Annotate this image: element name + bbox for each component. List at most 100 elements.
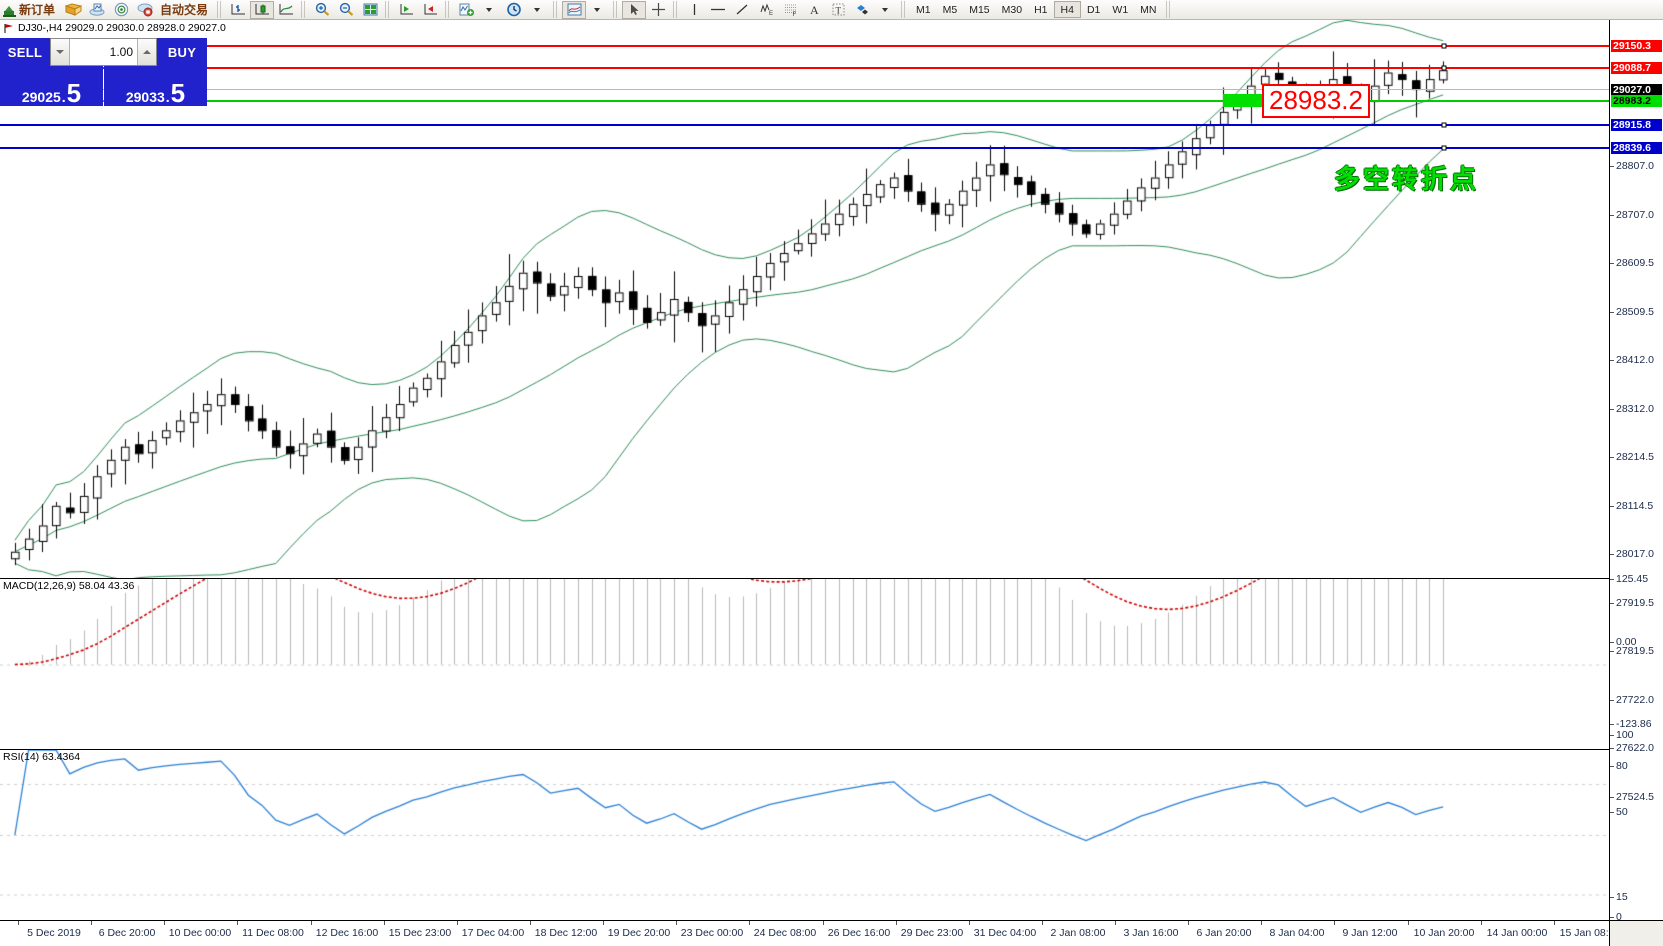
time-axis-label: 10 Dec 00:00 bbox=[168, 927, 232, 939]
timeframe-w1[interactable]: W1 bbox=[1112, 3, 1129, 16]
chart-area[interactable]: DJ30-,H4 29029.0 29030.0 28928.0 29027.0… bbox=[0, 20, 1663, 946]
templates-button[interactable] bbox=[562, 0, 587, 19]
rsi-canvas[interactable] bbox=[0, 750, 1609, 920]
auto-scroll-button[interactable] bbox=[418, 1, 442, 19]
sell-button[interactable]: SELL bbox=[0, 38, 50, 66]
market-watch-icon bbox=[89, 3, 105, 16]
timeframe-h1[interactable]: H1 bbox=[1034, 3, 1048, 16]
sell-price[interactable]: 29025 . 5 bbox=[0, 66, 103, 106]
level-line-29150[interactable] bbox=[0, 45, 1609, 47]
level-anchor[interactable] bbox=[1441, 65, 1447, 71]
volume-increase-button[interactable] bbox=[137, 39, 156, 65]
time-axis-tick bbox=[749, 921, 750, 925]
price-axis[interactable]: 28807.0 28707.0 28609.5 28509.5 28412.0 28312… bbox=[1609, 20, 1663, 923]
annotation-price-box[interactable]: 28983.2 bbox=[1262, 84, 1370, 118]
text-label-button[interactable]: T bbox=[826, 1, 850, 19]
buy-button[interactable]: BUY bbox=[157, 38, 207, 66]
rsi-pane[interactable]: RSI(14) 63.4364 bbox=[0, 749, 1609, 920]
shift-end-button[interactable] bbox=[394, 1, 418, 19]
shapes-dropdown[interactable] bbox=[874, 1, 898, 19]
auto-trading-button[interactable]: 自动交易 bbox=[157, 0, 214, 19]
toolbar-separator bbox=[553, 1, 560, 18]
crosshair-button[interactable] bbox=[646, 1, 670, 19]
timeframe-m15[interactable]: M15 bbox=[969, 3, 990, 16]
volume-decrease-button[interactable] bbox=[51, 39, 70, 65]
indicators-icon bbox=[459, 3, 474, 16]
zoom-in-button[interactable] bbox=[310, 1, 334, 19]
time-axis[interactable]: 5 Dec 2019 6 Dec 20:00 10 Dec 00:00 11 Dec … bbox=[0, 920, 1620, 946]
zoom-out-icon bbox=[339, 2, 353, 16]
indicators-dropdown[interactable] bbox=[478, 1, 502, 19]
one-click-trading-panel[interactable]: SELL 1.00 BUY 29025 . 5 29033 . 5 bbox=[0, 38, 207, 106]
timeframe-m1[interactable]: M1 bbox=[916, 3, 931, 16]
zoom-in-icon bbox=[315, 2, 329, 16]
time-axis-tick bbox=[311, 921, 312, 925]
macd-pane[interactable]: MACD(12,26,9) 58.04 43.36 bbox=[0, 578, 1609, 749]
profile-button[interactable] bbox=[61, 1, 85, 19]
price-chip-level-red[interactable]: 29150.3 bbox=[1611, 40, 1662, 52]
horizontal-line-button[interactable] bbox=[706, 1, 730, 19]
trendline-button[interactable] bbox=[730, 1, 754, 19]
level-anchor[interactable] bbox=[1441, 145, 1447, 151]
shift-end-icon bbox=[400, 4, 413, 15]
time-axis-label: 15 Jan 08:00 bbox=[1559, 927, 1621, 939]
vertical-line-button[interactable] bbox=[682, 1, 706, 19]
zoom-out-button[interactable] bbox=[334, 1, 358, 19]
level-line-28839[interactable] bbox=[0, 147, 1609, 149]
toolbar-separator bbox=[217, 1, 224, 18]
buy-price[interactable]: 29033 . 5 bbox=[104, 66, 207, 106]
shapes-button[interactable] bbox=[850, 1, 874, 19]
time-axis-tick bbox=[1261, 921, 1262, 925]
period-dropdown[interactable] bbox=[526, 1, 550, 19]
price-chip-level-blue[interactable]: 28839.6 bbox=[1611, 142, 1662, 154]
bar-chart-button[interactable] bbox=[226, 1, 250, 19]
market-watch-button[interactable] bbox=[85, 1, 109, 19]
price-axis-label: 28707.0 bbox=[1616, 209, 1654, 221]
fibonacci-button[interactable]: F bbox=[778, 1, 802, 19]
bar-chart-icon bbox=[231, 4, 245, 15]
volume-input[interactable]: 1.00 bbox=[109, 45, 133, 59]
templates-dropdown[interactable] bbox=[586, 1, 610, 19]
annotation-note[interactable]: 多空转折点 bbox=[1334, 165, 1480, 195]
time-axis-tick bbox=[91, 921, 92, 925]
price-axis-label: 28412.0 bbox=[1616, 354, 1654, 366]
data-window-button[interactable] bbox=[109, 1, 133, 19]
macd-canvas[interactable] bbox=[0, 579, 1609, 749]
time-axis-label: 31 Dec 04:00 bbox=[973, 927, 1037, 939]
level-line-28915[interactable] bbox=[0, 124, 1609, 126]
level-line-28983[interactable] bbox=[0, 100, 1609, 102]
candle-chart-button[interactable] bbox=[250, 0, 275, 19]
price-pane[interactable]: DJ30-,H4 29029.0 29030.0 28928.0 29027.0… bbox=[0, 20, 1609, 578]
indicators-button[interactable] bbox=[454, 1, 478, 19]
timeframe-mn[interactable]: MN bbox=[1140, 3, 1157, 16]
level-anchor[interactable] bbox=[1441, 122, 1447, 128]
level-line-29088[interactable] bbox=[0, 67, 1609, 69]
timeframe-d1[interactable]: D1 bbox=[1086, 3, 1101, 16]
decimal-separator: . bbox=[165, 89, 170, 105]
timeframe-m30[interactable]: M30 bbox=[1001, 3, 1023, 16]
text-button[interactable]: A bbox=[802, 1, 826, 19]
price-chip-level-red[interactable]: 29088.7 bbox=[1611, 62, 1662, 74]
navigator-button[interactable] bbox=[133, 1, 157, 19]
price-axis-label: 28807.0 bbox=[1616, 160, 1654, 172]
price-chip-level-green[interactable]: 28983.2 bbox=[1611, 95, 1662, 107]
time-axis-tick bbox=[969, 921, 970, 925]
volume-stepper[interactable]: 1.00 bbox=[50, 38, 157, 66]
time-axis-tick bbox=[896, 921, 897, 925]
elliott-wave-button[interactable]: E bbox=[754, 1, 778, 19]
main-toolbar: 新订单 bbox=[0, 0, 1663, 20]
line-chart-button[interactable] bbox=[274, 1, 298, 19]
price-chip-last-price[interactable]: 29027.0 bbox=[1611, 84, 1662, 96]
one-click-price-row: 29025 . 5 29033 . 5 bbox=[0, 66, 207, 106]
timeframe-h4[interactable]: H4 bbox=[1053, 1, 1081, 18]
price-axis-tick bbox=[1610, 409, 1614, 410]
tile-windows-button[interactable] bbox=[358, 1, 382, 19]
macd-axis-label: 125.45 bbox=[1616, 573, 1649, 585]
cursor-button[interactable] bbox=[622, 0, 647, 19]
new-order-button[interactable]: 新订单 bbox=[0, 0, 61, 19]
tile-windows-icon bbox=[363, 3, 378, 16]
timeframe-m5[interactable]: M5 bbox=[942, 3, 958, 16]
level-anchor[interactable] bbox=[1441, 43, 1447, 49]
price-chip-level-blue[interactable]: 28915.8 bbox=[1611, 119, 1662, 131]
period-button[interactable] bbox=[502, 1, 526, 19]
